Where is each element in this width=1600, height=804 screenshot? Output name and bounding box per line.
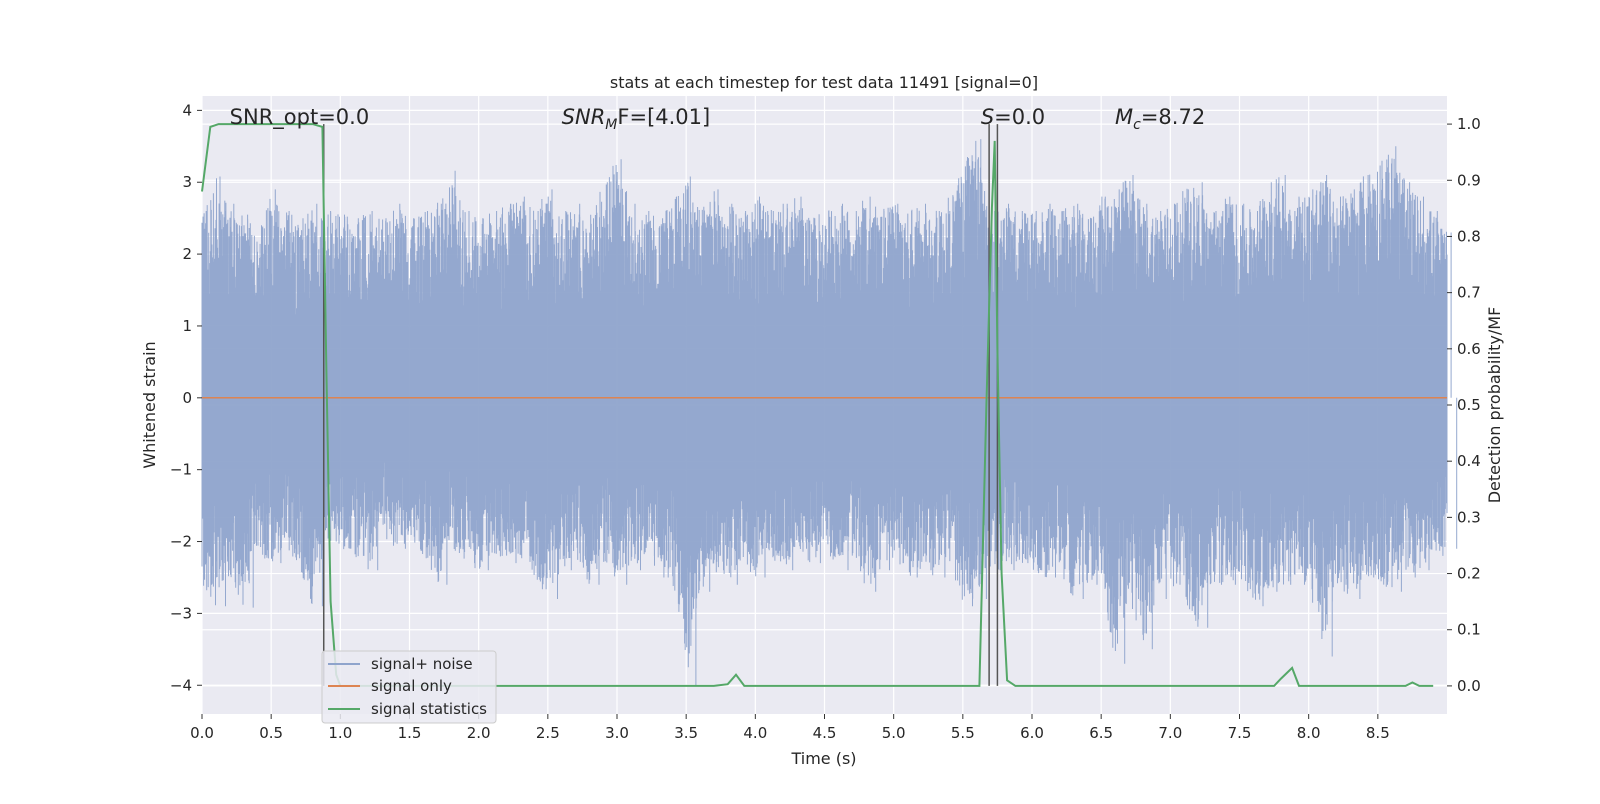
x-tick-label: 3.0: [605, 724, 629, 742]
legend-label-signal-only: signal only: [371, 677, 452, 695]
y-tick-label-right: 0.5: [1457, 396, 1481, 414]
series-signal-noise: [201, 139, 1458, 686]
annotation-s: S=0.0: [981, 105, 1045, 129]
series-signal-statistics: [201, 123, 1434, 687]
y-tick-label-left: 4: [182, 101, 192, 119]
y-tick-label-left: −3: [170, 604, 192, 622]
y-tick-label-left: 0: [182, 389, 192, 407]
x-tick-label: 5.0: [882, 724, 906, 742]
y-tick-label-left: 3: [182, 173, 192, 191]
chart-title: stats at each timestep for test data 114…: [610, 73, 1038, 92]
y-tick-label-right: 0.0: [1457, 677, 1481, 695]
legend-label-signal-statistics: signal statistics: [371, 700, 487, 718]
y-tick-label-left: 2: [182, 245, 192, 263]
x-tick-label: 6.0: [1020, 724, 1044, 742]
x-tick-label: 8.5: [1366, 724, 1390, 742]
x-tick-label: 4.0: [743, 724, 767, 742]
y-tick-label-right: 0.8: [1457, 227, 1481, 245]
y-axis-label-right: Detection probability/MF: [1485, 307, 1504, 504]
y-tick-label-left: −2: [170, 533, 192, 551]
y-tick-label-left: −4: [170, 676, 192, 694]
y-tick-label-right: 0.3: [1457, 508, 1481, 526]
y-tick-label-right: 1.0: [1457, 115, 1481, 133]
y-tick-label-left: −1: [170, 461, 192, 479]
x-tick-label: 7.5: [1228, 724, 1252, 742]
x-tick-label: 5.5: [951, 724, 975, 742]
axes: 0.0 0.5 1.0 1.5 2.0 2.5 3.0 3.5 4.0 4.5 5.0 5.5 6.0 6…: [170, 101, 1481, 742]
y-tick-label-right: 0.6: [1457, 340, 1481, 358]
y-tick-label-right: 0.4: [1457, 452, 1481, 470]
y-tick-label-right: 0.9: [1457, 171, 1481, 189]
data-area: [201, 139, 1458, 686]
legend: signal+ noise signal only signal statist…: [321, 650, 497, 724]
x-tick-label: 2.0: [467, 724, 491, 742]
x-tick-label: 7.0: [1158, 724, 1182, 742]
y-tick-label-right: 0.1: [1457, 621, 1481, 639]
y-tick-label-right: 0.2: [1457, 565, 1481, 583]
y-tick-label-left: 1: [182, 317, 192, 335]
x-tick-label: 2.5: [536, 724, 560, 742]
x-tick-label: 0.0: [190, 724, 214, 742]
annotation-mc: Mc=8.72: [1115, 105, 1205, 133]
x-tick-label: 1.5: [398, 724, 422, 742]
x-axis-label: Time (s): [790, 749, 856, 768]
vlines: [201, 123, 1434, 687]
x-tick-label: 1.0: [328, 724, 352, 742]
y-axis-label-left: Whitened strain: [140, 341, 159, 468]
annotations: SNR_opt=0.0 SNRMF=[4.01] S=0.0 Mc=8.72: [230, 105, 1206, 133]
x-tick-label: 4.5: [813, 724, 837, 742]
x-tick-label: 8.0: [1297, 724, 1321, 742]
x-tick-label: 3.5: [674, 724, 698, 742]
annotation-snr-opt: SNR_opt=0.0: [230, 105, 370, 130]
legend-label-signal-noise: signal+ noise: [371, 655, 473, 673]
x-tick-label: 0.5: [259, 724, 283, 742]
x-tick-label: 6.5: [1089, 724, 1113, 742]
annotation-snr-mf: SNRMF=[4.01]: [562, 105, 711, 133]
y-tick-label-right: 0.7: [1457, 284, 1481, 302]
legend-box: [321, 650, 497, 724]
